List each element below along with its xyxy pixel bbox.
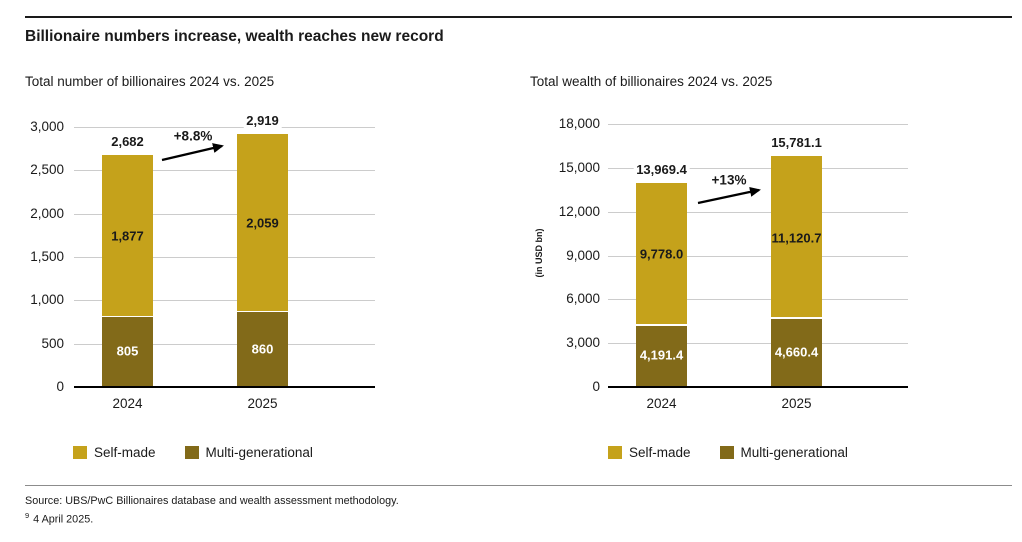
bar-segment-self-made (237, 134, 288, 311)
y-axis-tick-label: 18,000 (558, 116, 600, 131)
legend-swatch-self-made (73, 446, 87, 459)
legend-label-self-made: Self-made (629, 445, 691, 460)
y-axis-tick-label: 15,000 (558, 160, 600, 175)
y-axis-tick-label: 500 (41, 336, 64, 351)
bar-total-label: 13,969.4 (633, 162, 690, 177)
page-title: Billionaire numbers increase, wealth rea… (25, 28, 444, 45)
gridline (608, 299, 908, 300)
legend-label-self-made: Self-made (94, 445, 156, 460)
gridline (74, 300, 375, 301)
gridline (74, 170, 375, 171)
chart-title: Total wealth of billionaires 2024 vs. 20… (530, 74, 773, 89)
bar-segment-self-made (102, 154, 153, 316)
footnote-marker: 9 (25, 511, 30, 520)
bar-value-label: 1,877 (111, 228, 144, 244)
y-axis-tick-label: 3,000 (566, 335, 600, 350)
bar-value-label: 11,120.7 (771, 230, 822, 246)
gridline (74, 127, 375, 128)
gridline (74, 214, 375, 215)
growth-annotation: +8.8% (173, 128, 213, 144)
y-axis-tick-label: 12,000 (558, 204, 600, 219)
y-axis-tick-label: 2,500 (30, 162, 64, 177)
y-axis-tick-label: 6,000 (566, 291, 600, 306)
bar-segment-self-made (771, 156, 822, 318)
bar-value-label: 9,778.0 (639, 246, 684, 262)
gridline (74, 344, 375, 345)
gridline (608, 124, 908, 125)
growth-annotation: +13% (711, 172, 747, 188)
gridline (74, 257, 375, 258)
x-axis-category-label: 2025 (247, 396, 278, 411)
legend-label-multi-generational: Multi-generational (205, 445, 313, 460)
bar-value-label: 4,660.4 (774, 344, 819, 360)
x-axis-category-label: 2024 (112, 396, 143, 411)
footer-rule (25, 485, 1012, 486)
growth-arrow-left (161, 143, 224, 162)
legend-swatch-self-made (608, 446, 622, 459)
growth-arrow-right (697, 186, 761, 205)
y-axis-tick-label: 9,000 (566, 248, 600, 263)
title-rule (25, 16, 1012, 18)
bar-segment-multi-generational (636, 325, 687, 387)
legend-swatch-multi-generational (719, 446, 734, 459)
y-axis-tick-label: 1,500 (30, 249, 64, 264)
legend-label-multi-generational: Multi-generational (740, 445, 848, 460)
footnote-text: 4 April 2025. (33, 513, 94, 526)
bar-value-label: 2,059 (246, 215, 279, 231)
chart-title: Total number of billionaires 2024 vs. 20… (25, 74, 275, 89)
bar-total-label: 2,919 (243, 114, 282, 129)
x-axis-category-label: 2024 (646, 396, 677, 411)
y-axis-tick-label: 0 (592, 379, 600, 394)
gridline (608, 212, 908, 213)
x-axis-line (608, 386, 908, 388)
x-axis-category-label: 2025 (781, 396, 812, 411)
legend-swatch-multi-generational (184, 446, 199, 459)
bar-total-label: 2,682 (108, 134, 147, 149)
y-axis-unit-label: (in USD bn) (534, 228, 544, 278)
bar-value-label: 4,191.4 (639, 347, 684, 363)
legend: Self-made Multi-generational (608, 445, 848, 460)
bar-segment-multi-generational (102, 317, 153, 387)
gridline (608, 168, 908, 169)
x-axis-line (74, 386, 375, 388)
legend: Self-made Multi-generational (73, 445, 313, 460)
bar-segment-self-made (636, 182, 687, 325)
bar-segment-multi-generational (237, 312, 288, 387)
source-line: Source: UBS/PwC Billionaires database an… (25, 495, 399, 507)
y-axis-tick-label: 1,000 (30, 292, 64, 307)
bar-value-label: 805 (116, 343, 139, 359)
y-axis-tick-label: 3,000 (30, 119, 64, 134)
y-axis-tick-label: 2,000 (30, 206, 64, 221)
gridline (608, 343, 908, 344)
bar-segment-multi-generational (771, 318, 822, 387)
gridline (608, 256, 908, 257)
bar-value-label: 860 (251, 341, 274, 357)
bar-total-label: 15,781.1 (768, 136, 825, 151)
y-axis-tick-label: 0 (56, 379, 64, 394)
